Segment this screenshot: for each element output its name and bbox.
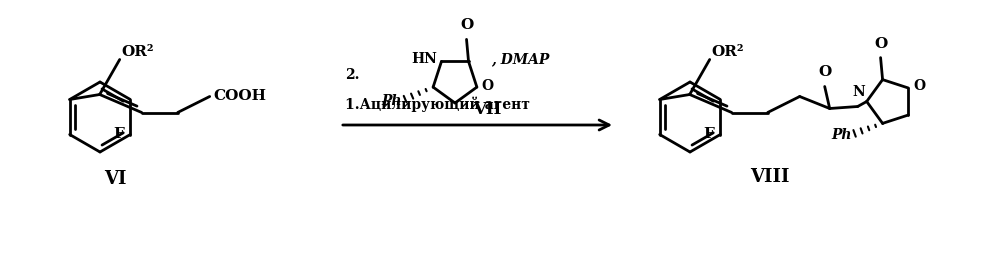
Text: N: N [852,85,865,99]
Text: O: O [818,65,831,80]
Text: O: O [482,79,494,93]
Text: Ph: Ph [831,128,852,142]
Text: OR²: OR² [712,45,744,59]
Text: COOH: COOH [214,89,267,103]
Text: VI: VI [104,170,126,188]
Text: 2.: 2. [345,68,360,82]
Text: O: O [874,37,887,51]
Text: VIII: VIII [750,168,790,186]
Text: O: O [460,18,473,32]
Text: 1.Ацилирующий агент: 1.Ацилирующий агент [345,96,530,112]
Text: OR²: OR² [122,45,154,59]
Text: F: F [113,127,124,142]
Text: Ph: Ph [382,94,402,108]
Text: O: O [913,79,925,93]
Text: F: F [703,127,714,142]
Text: VII: VII [473,101,501,118]
Text: , DMAP: , DMAP [491,52,549,67]
Text: HN: HN [412,52,437,67]
